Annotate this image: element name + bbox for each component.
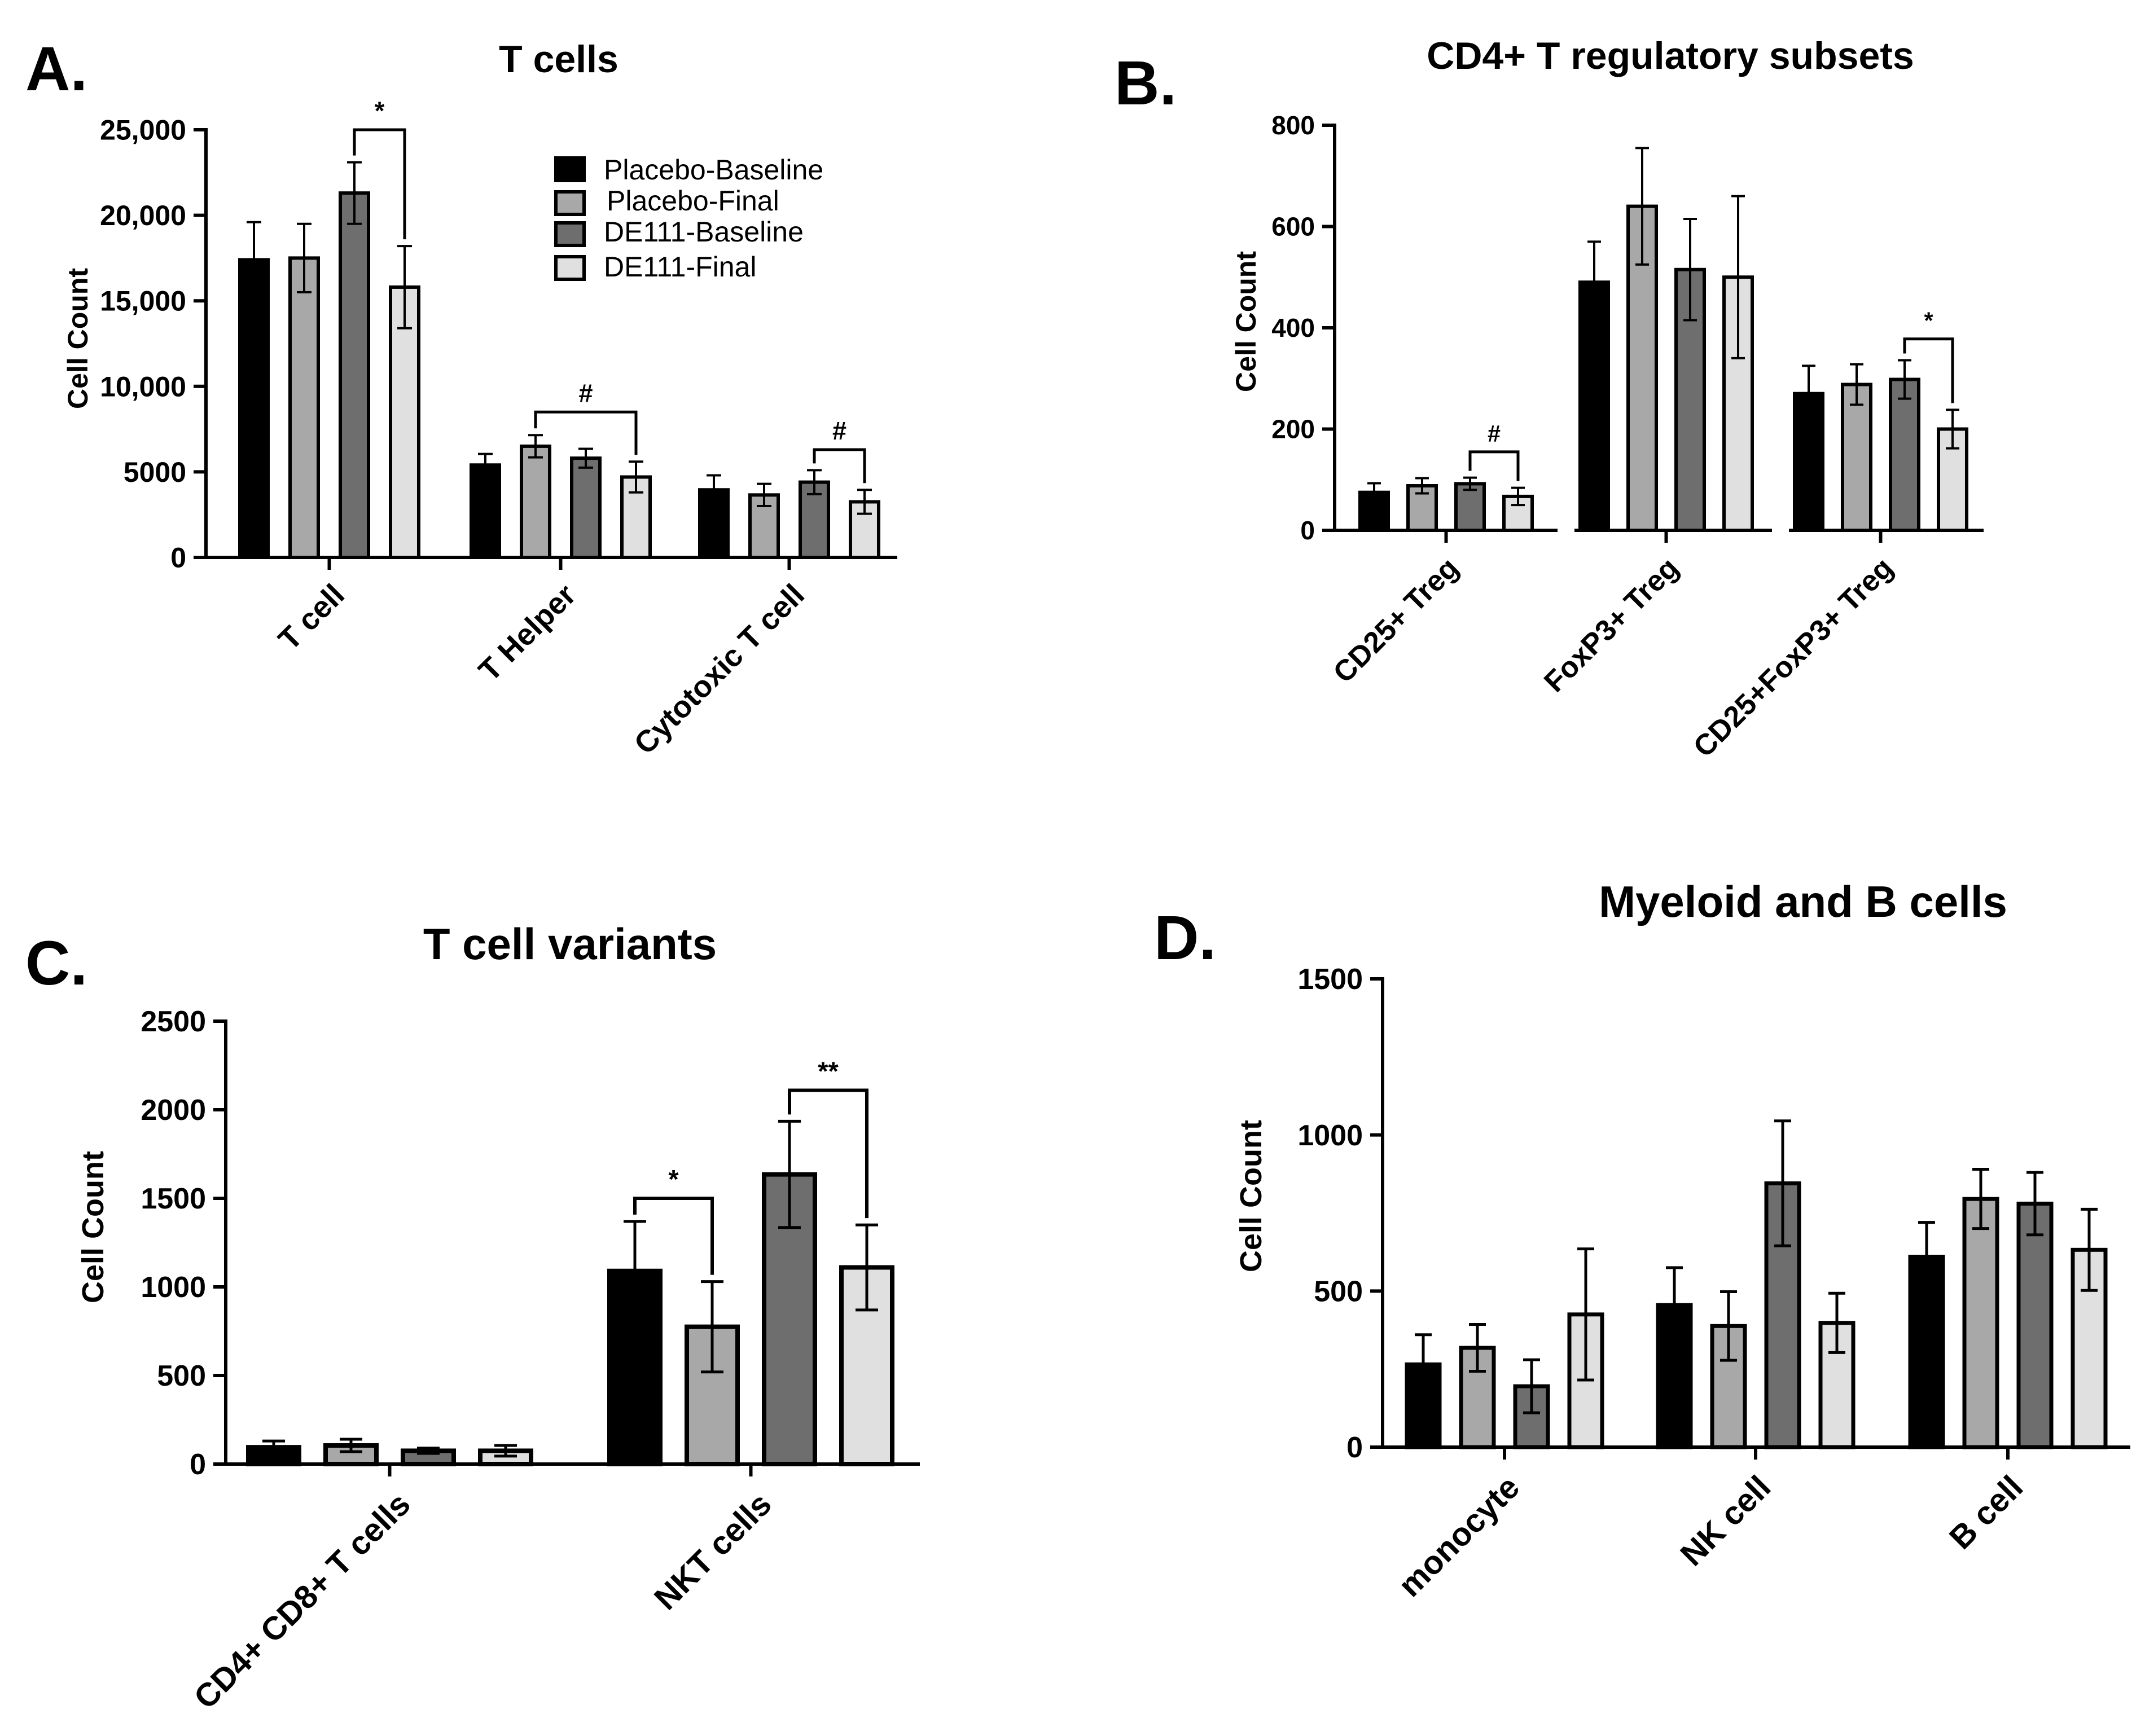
y-tick-label: 1000 <box>1297 1119 1363 1152</box>
legend-label: DE111-Baseline <box>604 216 804 248</box>
significance-bracket <box>1903 337 1954 403</box>
bar <box>238 258 270 559</box>
legend-swatch <box>554 255 586 281</box>
bar <box>288 256 320 559</box>
bar <box>470 463 501 559</box>
legend-swatch <box>554 156 586 182</box>
y-tick-label: 0 <box>1346 1431 1363 1464</box>
y-tick-label: 5000 <box>124 456 186 488</box>
y-axis-label: Cell Count <box>62 268 94 409</box>
legend-swatch <box>554 190 586 216</box>
y-tick-label: 500 <box>1314 1276 1363 1308</box>
y-tick-label: 0 <box>190 1448 206 1481</box>
panel-label: D. <box>1154 903 1216 973</box>
y-tick-label: 500 <box>157 1360 206 1392</box>
bar <box>1889 377 1920 532</box>
x-category-label: Cytotoxic T cell <box>628 578 811 761</box>
x-category-label: monocyte <box>1392 1469 1527 1604</box>
x-category-label: NKT cells <box>647 1486 779 1617</box>
legend-label: Placebo-Baseline <box>604 154 823 186</box>
x-category-label: CD25+FoxP3+ Treg <box>1687 551 1900 763</box>
x-category-label: FoxP3+ Treg <box>1538 551 1685 698</box>
bar <box>520 444 551 559</box>
panel-label: C. <box>25 929 87 998</box>
bar <box>1962 1197 1999 1449</box>
y-tick-label: 800 <box>1271 111 1315 140</box>
y-tick-label: 2500 <box>141 1005 206 1038</box>
panel-label: A. <box>25 34 87 104</box>
chart-title: T cell variants <box>423 919 717 969</box>
bar <box>570 456 602 559</box>
x-category-label: CD25+ Treg <box>1327 551 1465 689</box>
significance-label: # <box>1488 421 1501 447</box>
x-category-label: NK cell <box>1673 1469 1778 1573</box>
y-tick-label: 1500 <box>1297 963 1363 996</box>
legend-swatch <box>554 221 586 247</box>
significance-label: # <box>832 416 846 445</box>
significance-bracket <box>788 1088 868 1219</box>
y-tick-label: 25,000 <box>100 115 186 146</box>
significance-bracket <box>353 128 406 240</box>
y-tick-label: 10,000 <box>100 371 186 402</box>
y-tick-label: 15,000 <box>100 285 186 317</box>
significance-bracket <box>813 448 866 484</box>
legend-label: DE111-Final <box>604 251 756 283</box>
x-category-label: B cell <box>1942 1469 2030 1556</box>
legend-label: Placebo-Final <box>607 185 779 217</box>
chart-title: CD4+ T regulatory subsets <box>1427 34 1914 77</box>
panel-c-t-cell-variants: C. T cell variants Cell Count 0 500 1000 15… <box>25 919 920 1716</box>
significance-label: ** <box>818 1056 839 1085</box>
y-tick-label: 400 <box>1271 313 1315 342</box>
bar <box>339 191 370 559</box>
y-axis-label: Cell Count <box>1230 251 1262 392</box>
significance-label: * <box>1924 308 1933 334</box>
panel-d-myeloid-b-cells: D. Myeloid and B cells Cell Count 0 500 10… <box>1154 877 2130 1604</box>
chart-marks: 0 500 1000 1500 2000 2500 CD4+ CD8+ T cells NKT… <box>141 1005 920 1716</box>
y-tick-label: 0 <box>170 542 186 574</box>
chart-title: Myeloid and B cells <box>1599 877 2007 926</box>
y-tick-label: 200 <box>1271 415 1315 444</box>
y-axis-label: Cell Count <box>76 1151 110 1303</box>
significance-label: * <box>375 96 385 125</box>
y-tick-label: 20,000 <box>100 200 186 231</box>
bar <box>2016 1201 2054 1449</box>
significance-bracket <box>1468 450 1520 481</box>
panel-a-t-cells: A. T cells Cell Count 0 5000 10,000 15,000 2… <box>25 34 897 761</box>
y-axis-label: Cell Count <box>1234 1120 1268 1272</box>
significance-label: # <box>578 379 593 407</box>
significance-label: * <box>668 1164 679 1194</box>
panel-b-treg-subsets: B. CD4+ T regulatory subsets Cell Count … <box>1115 34 1984 764</box>
y-tick-label: 2000 <box>141 1094 206 1127</box>
x-category-label: T cell <box>272 578 351 657</box>
chart-marks: 0 500 1000 1500 monocyte NK cell B cell <box>1297 963 2130 1604</box>
x-category-label: T Helper <box>472 578 582 688</box>
y-tick-label: 1000 <box>141 1271 206 1304</box>
chart-marks: 0 200 400 600 800 CD25+ Treg FoxP3+ Treg CD25+F… <box>1271 111 1984 764</box>
significance-bracket <box>534 410 638 455</box>
significance-bracket <box>633 1197 714 1275</box>
y-tick-label: 1500 <box>141 1183 206 1215</box>
y-tick-label: 600 <box>1271 212 1315 241</box>
legend: Placebo-Baseline Placebo-Final DE111-Bas… <box>554 154 823 283</box>
y-tick-label: 0 <box>1300 516 1315 545</box>
bar <box>1841 383 1872 533</box>
chart-title: T cells <box>499 38 619 81</box>
panel-label: B. <box>1115 49 1177 118</box>
x-category-label: CD4+ CD8+ T cells <box>187 1486 417 1716</box>
